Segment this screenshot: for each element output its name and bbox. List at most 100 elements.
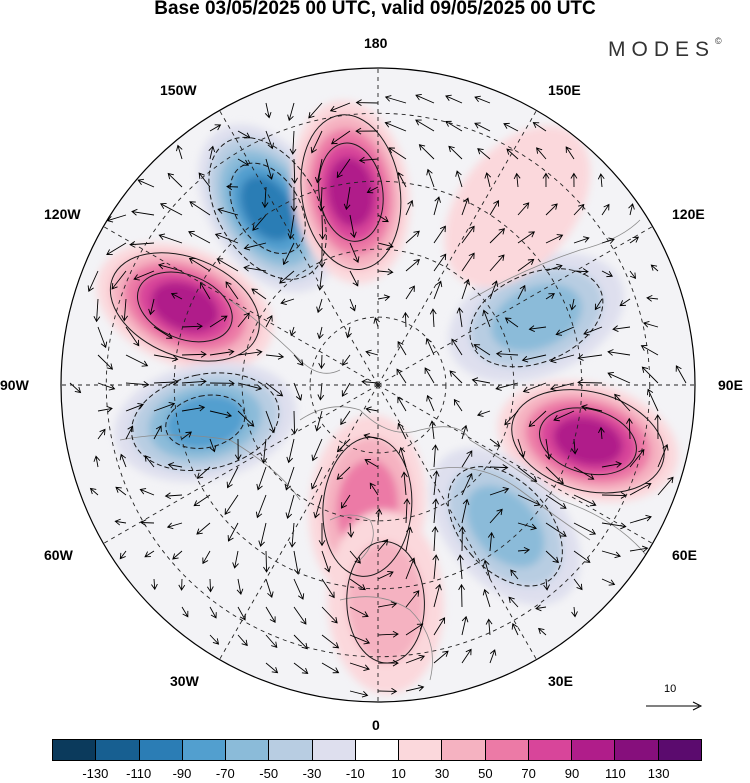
wind-vector	[377, 294, 391, 302]
wind-vector	[153, 354, 179, 362]
logo-text: MODES	[608, 38, 716, 61]
meridian	[377, 226, 653, 386]
wind-vector	[188, 257, 211, 272]
wind-vector	[93, 455, 101, 468]
wind-vector	[573, 236, 590, 244]
wind-vector	[316, 270, 324, 291]
wind-vector	[293, 382, 303, 401]
wind-vector	[453, 398, 463, 412]
colorbar-swatch	[312, 740, 356, 760]
wind-vector	[511, 622, 519, 636]
wind-vector	[457, 554, 464, 580]
wind-vector	[151, 578, 158, 591]
wind-vector	[461, 424, 468, 440]
wind-vector	[363, 433, 379, 440]
wind-vector	[93, 298, 101, 323]
wind-vector	[209, 124, 222, 132]
wind-vector	[140, 519, 155, 527]
wind-vector	[153, 425, 162, 440]
wind-vector	[675, 365, 687, 384]
wind-vector	[319, 214, 326, 240]
wind-vector	[503, 122, 519, 132]
wind-vector	[345, 326, 352, 339]
wind-vector	[308, 102, 323, 119]
wind-vector	[517, 546, 531, 554]
wind-vector	[293, 606, 307, 625]
wind-vector	[461, 498, 470, 524]
wind-vector	[214, 232, 239, 244]
wind-vector	[517, 494, 541, 507]
wind-vector	[289, 326, 296, 337]
wind-vector	[640, 345, 659, 356]
wind-vector	[545, 494, 567, 509]
wind-vector	[570, 172, 578, 188]
wind-vector	[510, 569, 519, 580]
colorbar-swatch	[139, 740, 183, 760]
wind-vector	[225, 281, 239, 300]
wind-vector	[217, 207, 239, 216]
wind-vector	[429, 420, 436, 440]
wind-vector	[461, 615, 469, 636]
wind-vector	[349, 578, 366, 591]
wind-vector	[286, 438, 295, 464]
wind-vector	[170, 292, 183, 300]
latitude-circle	[105, 112, 651, 658]
wind-vector	[314, 410, 323, 432]
wind-vector	[316, 298, 323, 314]
wind-vector	[377, 601, 398, 608]
wind-vector	[549, 354, 575, 364]
wind-vector	[364, 459, 379, 468]
wind-vector	[405, 526, 413, 552]
wind-vector	[424, 367, 435, 384]
anomaly-high-85e-contour	[538, 407, 637, 476]
modes-logo: MODES©	[608, 36, 722, 62]
lon-label-60w: 60W	[44, 547, 73, 563]
wind-vector	[125, 326, 140, 347]
wind-vector	[461, 450, 473, 468]
meridian	[377, 110, 537, 386]
wind-vectors	[69, 94, 687, 698]
wind-vector	[504, 317, 519, 328]
wind-vector	[181, 322, 203, 330]
colorbar-tick-label: 130	[647, 766, 670, 781]
wind-vector	[504, 410, 519, 426]
wind-vector	[317, 382, 325, 401]
wind-vector	[398, 446, 407, 468]
wind-vector	[545, 263, 563, 272]
wind-vector	[365, 349, 379, 357]
wind-vector	[565, 146, 575, 160]
wind-vector	[594, 298, 603, 311]
wind-vector	[532, 122, 547, 132]
wind-vector	[237, 349, 263, 356]
wind-vector	[482, 588, 491, 608]
wind-vector	[336, 466, 351, 480]
wind-vector	[263, 550, 270, 573]
wind-vector	[178, 578, 186, 591]
wind-vector	[347, 522, 355, 538]
wind-vector	[318, 242, 326, 268]
colorbar-swatch	[615, 740, 659, 760]
meridian	[219, 384, 379, 660]
wind-vector	[402, 311, 409, 328]
wind-vector	[433, 617, 446, 636]
wind-vector	[313, 494, 323, 519]
lon-label-60e: 60E	[672, 547, 697, 563]
wind-vector	[208, 145, 216, 160]
anomaly-high-170w-contour	[300, 114, 402, 271]
wind-vector	[377, 214, 389, 223]
wind-vector	[243, 242, 267, 251]
wind-vector	[432, 554, 440, 580]
lon-label-90e: 90E	[718, 377, 743, 393]
wind-vector	[484, 172, 492, 188]
wind-vector	[433, 196, 441, 216]
wind-vector	[489, 438, 501, 447]
wind-vector	[517, 202, 530, 216]
wind-vector	[265, 606, 276, 623]
wind-vector	[396, 368, 407, 384]
wind-vector	[415, 119, 435, 132]
wind-vector	[377, 630, 399, 638]
wind-vector	[181, 351, 207, 358]
colorbar-swatch	[485, 740, 529, 760]
wind-vector	[487, 531, 495, 552]
colorbar-tick-label: -30	[302, 766, 322, 781]
